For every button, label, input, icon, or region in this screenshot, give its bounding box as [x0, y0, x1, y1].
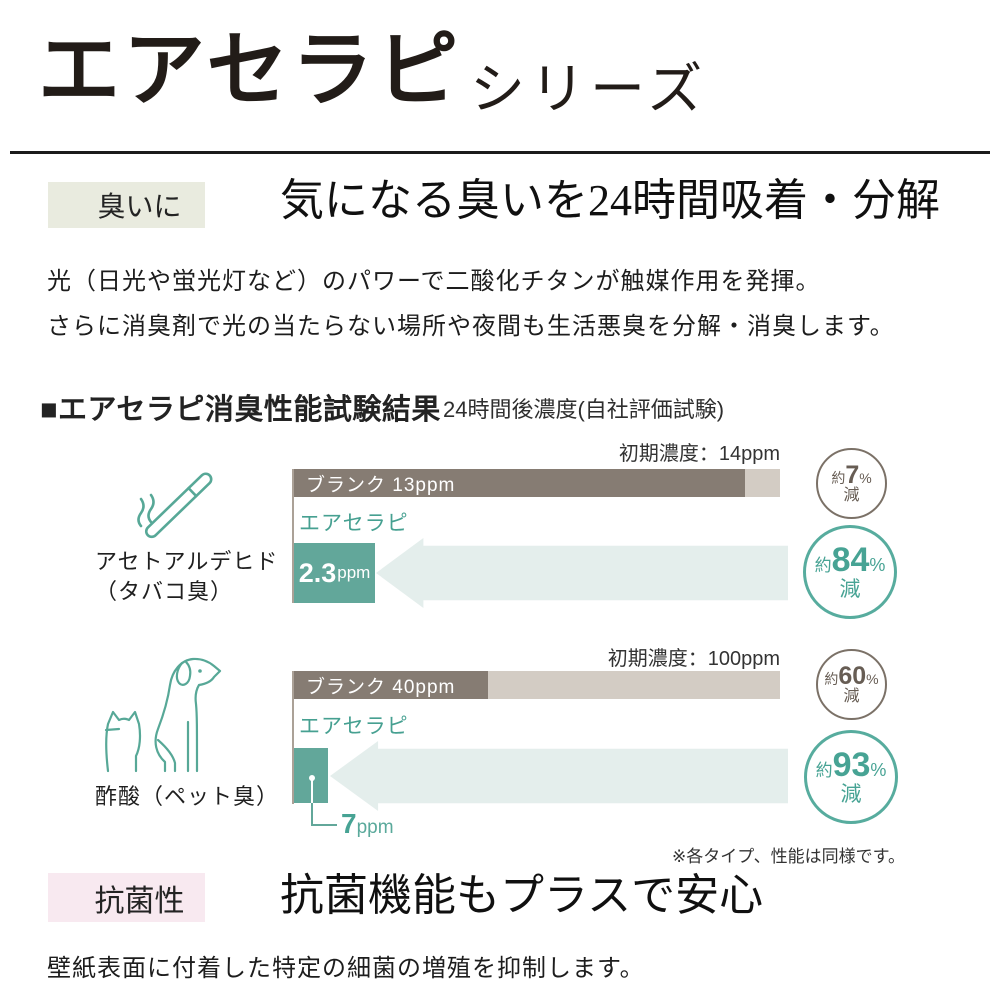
- chart1-initial-concentration: 初期濃度：14ppm: [618, 443, 780, 465]
- chart2-blank-bar-label: ブランク 40ppm: [306, 676, 456, 698]
- reduction-about: 約: [824, 670, 839, 687]
- chart1-product-unit: ppm: [337, 563, 371, 582]
- chart2-product-label: エアセラピ: [299, 715, 409, 738]
- reduction-down-label: 減: [843, 487, 860, 505]
- cigarette-icon: [137, 472, 213, 539]
- chart1-category-line1: アセトアルデヒド: [95, 549, 279, 574]
- brand-series-label: シリーズ: [470, 58, 708, 120]
- chart2-product-unit: ppm: [356, 817, 394, 838]
- chart2-connector-line-white: [311, 778, 313, 803]
- chart1-blank-bar: ブランク 13ppm: [294, 469, 745, 497]
- reduction-number: 60: [838, 661, 867, 690]
- odor-tag-badge: 臭いに: [48, 182, 205, 228]
- chart1-product-reduction-circle: 約 84% 減: [803, 525, 897, 619]
- antibacterial-tag-label: 抗菌性: [94, 884, 185, 918]
- chart1-blank-bar-track: ブランク 13ppm: [294, 469, 780, 497]
- reduction-number: 7: [845, 460, 860, 489]
- antibacterial-tag-badge: 抗菌性: [48, 873, 205, 922]
- reduction-percent-sign: %: [869, 555, 886, 576]
- results-subtitle: 24時間後濃度(自社評価試験): [443, 397, 725, 422]
- reduction-down-label: 減: [839, 577, 861, 601]
- chart2-connector-line-horizontal: [311, 824, 337, 826]
- reduction-percent-sign: %: [870, 760, 887, 781]
- chart2-connector-line-vertical: [311, 803, 313, 826]
- chart1-blank-bar-label: ブランク 13ppm: [306, 474, 456, 496]
- chart1-reduction-arrow: [376, 538, 788, 608]
- antibacterial-body: 壁紙表面に付着した特定の細菌の増殖を抑制します。: [47, 956, 645, 982]
- odor-body-line2: さらに消臭剤で光の当たらない場所や夜間も生活悪臭を分解・消臭します。: [47, 314, 895, 340]
- chart1-product-label: エアセラピ: [299, 512, 409, 535]
- reduction-percent-sign: %: [866, 670, 879, 687]
- reduction-down-label: 減: [843, 688, 860, 706]
- chart2-product-value-label: 7ppm: [341, 808, 394, 840]
- results-title: ■エアセラピ消臭性能試験結果: [40, 394, 441, 426]
- chart2-product-value: 7: [341, 808, 357, 839]
- chart2-category-line1: 酢酸（ペット臭）: [95, 784, 280, 809]
- reduction-number: 93: [832, 746, 871, 785]
- chart1-axis-line: [292, 469, 294, 603]
- chart2-blank-bar: ブランク 40ppm: [294, 671, 488, 699]
- chart1-product-bar: 2.3 ppm: [294, 543, 375, 603]
- results-note: ※各タイプ、性能は同様です。: [671, 847, 905, 866]
- chart1-category-line2: （タバコ臭）: [95, 579, 234, 604]
- dog-cat-icon: [104, 657, 222, 773]
- chart2-product-reduction-circle: 約 93% 減: [804, 730, 898, 824]
- odor-body-line1: 光（日光や蛍光灯など）のパワーで二酸化チタンが触媒作用を発揮。: [47, 269, 821, 295]
- chart1-blank-reduction-circle: 約 7% 減: [816, 448, 887, 519]
- chart2-blank-bar-track: ブランク 40ppm: [294, 671, 780, 699]
- reduction-about: 約: [814, 556, 832, 576]
- reduction-about: 約: [831, 469, 846, 486]
- reduction-percent-sign: %: [859, 469, 872, 486]
- chart2-initial-concentration: 初期濃度：100ppm: [607, 648, 780, 670]
- chart1-product-value: 2.3: [298, 557, 337, 588]
- chart2-axis-line: [292, 671, 294, 804]
- odor-heading: 気になる臭いを24時間吸着・分解: [280, 176, 940, 225]
- antibacterial-heading: 抗菌機能もプラスで安心: [280, 871, 764, 920]
- chart2-reduction-arrow: [330, 741, 788, 811]
- reduction-down-label: 減: [840, 782, 862, 806]
- title-divider: [10, 151, 990, 154]
- chart2-blank-reduction-circle: 約 60% 減: [816, 649, 887, 720]
- reduction-about: 約: [815, 761, 833, 781]
- brand-title: エアセラピ: [38, 25, 462, 116]
- reduction-number: 84: [831, 541, 870, 580]
- odor-tag-label: 臭いに: [97, 191, 182, 222]
